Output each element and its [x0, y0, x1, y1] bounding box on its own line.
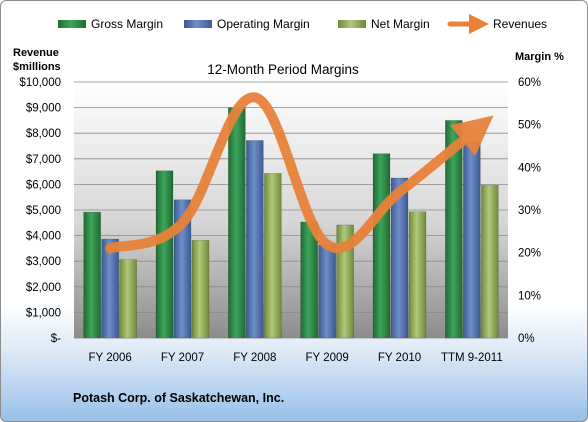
right-tick-label: 0%: [518, 333, 535, 345]
left-tick-label: $1,000: [26, 307, 61, 319]
left-tick-label: $9,000: [26, 103, 61, 115]
left-tick-label: $3,000: [26, 256, 61, 268]
left-tick-label: $8,000: [26, 128, 61, 140]
revenue-line: [105, 92, 494, 254]
right-tick-label: 30%: [518, 205, 541, 217]
legend-swatch-net-margin: [338, 20, 366, 28]
bar-gross-margin: [372, 153, 391, 339]
bar-gross-margin: [155, 170, 174, 339]
legend: Gross Margin Operating Margin Net Margin…: [58, 14, 547, 34]
bars: [83, 107, 499, 339]
bar-operating-margin: [318, 244, 336, 339]
bar-operating-margin: [173, 199, 192, 339]
right-tick-label: 50%: [518, 120, 541, 132]
category-label: TTM 9-2011: [441, 352, 503, 364]
category-label: FY 2006: [89, 352, 132, 364]
legend-swatch-operating-margin: [184, 20, 212, 28]
category-label: FY 2009: [306, 352, 349, 364]
bar-net-margin: [191, 240, 210, 339]
grid-lines: [74, 81, 508, 339]
left-tick-label: $-: [51, 333, 61, 345]
left-tick-label: $5,000: [26, 205, 61, 217]
bar-net-margin: [481, 185, 499, 339]
revenue-line-path: [105, 92, 494, 254]
bar-operating-margin: [246, 140, 264, 339]
legend-label-operating-margin: Operating Margin: [217, 17, 310, 31]
right-tick-label: 20%: [518, 248, 541, 260]
legend-label-net-margin: Net Margin: [371, 17, 430, 31]
right-tick-label: 40%: [518, 162, 541, 174]
left-tick-label: $10,000: [19, 77, 61, 89]
legend-swatch-gross-margin: [58, 20, 86, 28]
category-labels: FY 2006 FY 2007 FY 2008 FY 2009 FY 2010 TTM 9…: [89, 352, 503, 364]
bar-net-margin: [408, 211, 427, 339]
bar-gross-margin: [300, 221, 318, 339]
legend-label-gross-margin: Gross Margin: [91, 17, 163, 31]
company-name: Potash Corp. of Saskatchewan, Inc.: [73, 391, 284, 405]
left-tick-label: $6,000: [26, 179, 61, 191]
right-tick-label: 60%: [518, 77, 541, 89]
bar-gross-margin: [83, 211, 101, 339]
right-axis-title: Margin %: [515, 51, 564, 63]
left-axis-title-line1: Revenue: [13, 47, 59, 59]
legend-label-revenues: Revenues: [493, 17, 547, 31]
bar-operating-margin: [463, 141, 481, 339]
bar-net-margin: [264, 173, 282, 339]
category-label: FY 2010: [378, 352, 421, 364]
bar-gross-margin: [228, 107, 246, 339]
left-tick-label: $4,000: [26, 231, 61, 243]
left-tick-label: $2,000: [26, 282, 61, 294]
bar-net-margin: [119, 259, 137, 339]
category-label: FY 2007: [161, 352, 204, 364]
right-tick-label: 10%: [518, 290, 541, 302]
bar-operating-margin: [390, 177, 409, 339]
bar-operating-margin: [101, 238, 119, 339]
bar-net-margin: [336, 224, 354, 339]
left-axis-ticks: $- $1,000 $2,000 $3,000 $4,000 $5,000 $6,000 $7…: [19, 77, 61, 345]
category-label: FY 2008: [233, 352, 276, 364]
right-axis-ticks: 0% 10% 20% 30% 40% 50% 60%: [518, 77, 541, 345]
left-tick-label: $7,000: [26, 154, 61, 166]
chart-title: 12-Month Period Margins: [207, 62, 359, 77]
left-axis-title-line2: $millions: [13, 61, 61, 73]
